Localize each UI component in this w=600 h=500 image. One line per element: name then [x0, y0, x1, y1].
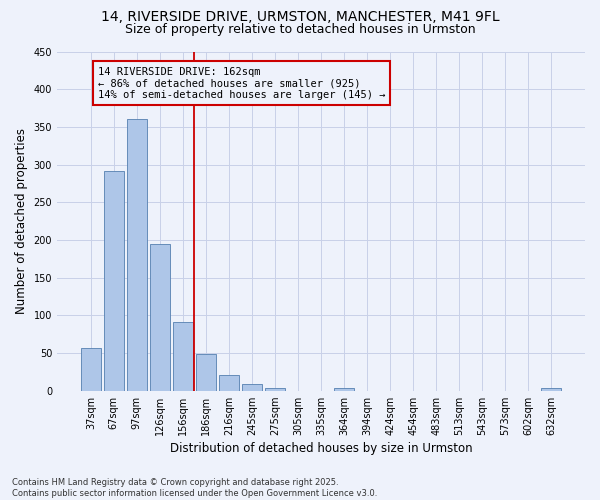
Bar: [127, 120, 146, 390]
Bar: [541, 388, 561, 390]
Text: 14 RIVERSIDE DRIVE: 162sqm
← 86% of detached houses are smaller (925)
14% of sem: 14 RIVERSIDE DRIVE: 162sqm ← 86% of deta…: [98, 66, 385, 100]
Text: Size of property relative to detached houses in Urmston: Size of property relative to detached ho…: [125, 22, 475, 36]
Y-axis label: Number of detached properties: Number of detached properties: [15, 128, 28, 314]
Bar: [242, 384, 262, 390]
Bar: [173, 322, 193, 390]
Text: 14, RIVERSIDE DRIVE, URMSTON, MANCHESTER, M41 9FL: 14, RIVERSIDE DRIVE, URMSTON, MANCHESTER…: [101, 10, 499, 24]
Bar: [219, 375, 239, 390]
Bar: [196, 354, 216, 391]
Text: Contains HM Land Registry data © Crown copyright and database right 2025.
Contai: Contains HM Land Registry data © Crown c…: [12, 478, 377, 498]
Bar: [81, 348, 101, 391]
Bar: [265, 388, 285, 390]
X-axis label: Distribution of detached houses by size in Urmston: Distribution of detached houses by size …: [170, 442, 472, 455]
Bar: [150, 244, 170, 390]
Bar: [104, 172, 124, 390]
Bar: [334, 388, 354, 390]
